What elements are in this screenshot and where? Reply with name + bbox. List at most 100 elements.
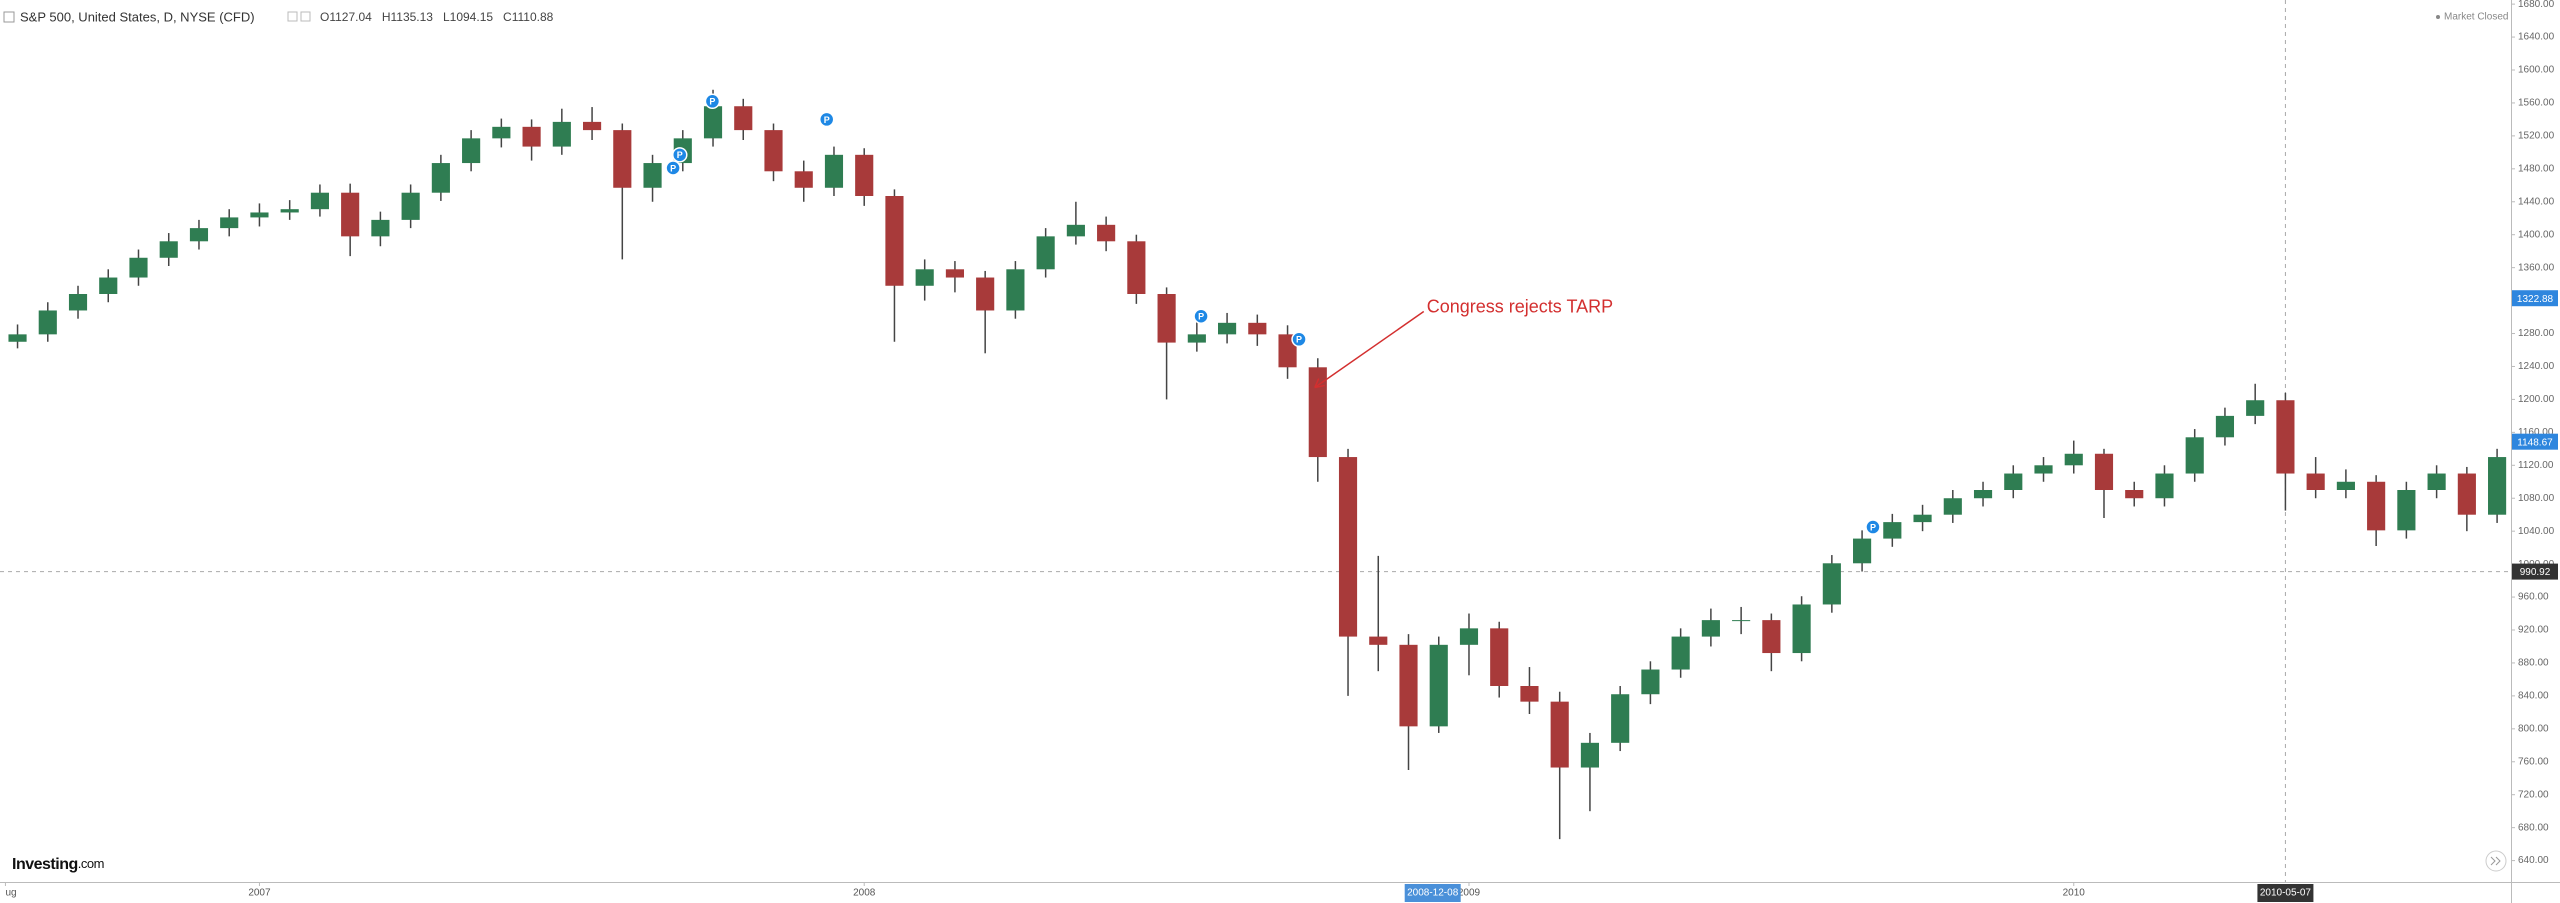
candle-body xyxy=(1943,498,1962,515)
y-tick-label: 680.00 xyxy=(2518,822,2549,833)
candle-body xyxy=(68,294,88,311)
candle-body xyxy=(643,163,662,188)
candle-body xyxy=(462,138,481,164)
scroll-button[interactable] xyxy=(2485,850,2507,872)
event-marker xyxy=(1291,331,1307,348)
candle-body xyxy=(824,154,844,188)
date-tag xyxy=(1404,884,1461,902)
candle-body xyxy=(1822,563,1841,605)
candle-body xyxy=(8,334,27,342)
event-marker xyxy=(818,111,835,128)
event-marker xyxy=(1193,308,1209,324)
price-tag xyxy=(2512,433,2558,450)
candle-body xyxy=(1127,241,1146,294)
candle-body xyxy=(2215,415,2235,438)
settings-icon[interactable] xyxy=(287,11,298,22)
status-dot xyxy=(2436,15,2440,19)
candle-body xyxy=(492,126,511,139)
candle-body xyxy=(2185,437,2204,474)
candle-body xyxy=(1973,490,1993,499)
y-tick-label: 1120.00 xyxy=(2518,460,2554,471)
candle-body xyxy=(431,163,450,193)
y-tick-label: 1200.00 xyxy=(2518,394,2555,405)
candle-body xyxy=(885,196,904,286)
candle-body xyxy=(522,126,541,147)
y-tick-label: 1560.00 xyxy=(2518,98,2555,109)
event-label: P xyxy=(824,115,830,125)
candle-body xyxy=(552,121,571,147)
candle-body xyxy=(310,192,329,210)
x-tick-label: 2010 xyxy=(2063,888,2086,899)
event-marker xyxy=(672,147,688,163)
candle-body xyxy=(129,257,148,278)
y-tick-label: 1360.00 xyxy=(2518,262,2555,273)
market-status: Market Closed xyxy=(2444,12,2508,23)
candle-body xyxy=(280,209,299,213)
candle-body xyxy=(1036,236,1055,270)
candle-body xyxy=(613,130,632,188)
candle-body xyxy=(703,106,723,139)
y-tick-label: 840.00 xyxy=(2518,691,2549,702)
date-tag xyxy=(2257,884,2314,902)
y-tick-label: 640.00 xyxy=(2518,855,2549,866)
candle-body xyxy=(220,217,239,229)
candle-body xyxy=(2125,490,2144,499)
y-tick-label: 920.00 xyxy=(2518,625,2549,636)
collapse-icon[interactable] xyxy=(3,11,15,23)
candle-body xyxy=(976,277,995,311)
candle-body xyxy=(2488,457,2507,515)
candle-body xyxy=(1550,701,1569,768)
candle-body xyxy=(38,310,57,335)
candle-body xyxy=(2397,490,2416,531)
event-marker xyxy=(1865,519,1881,535)
y-tick-label: 960.00 xyxy=(2518,592,2549,603)
event-label: P xyxy=(1296,335,1302,345)
candle-body xyxy=(1399,644,1418,727)
ohlc-value: L1094.15 xyxy=(443,10,493,24)
candle-body xyxy=(2336,481,2355,490)
candle-body xyxy=(1369,636,1388,645)
y-tick-label: 1080.00 xyxy=(2518,493,2555,504)
candle-body xyxy=(189,228,209,242)
y-tick-label: 1240.00 xyxy=(2518,361,2555,372)
event-label: P xyxy=(670,163,676,173)
y-tick-label: 1680.00 xyxy=(2518,0,2555,10)
candle-body xyxy=(915,269,934,286)
candle-body xyxy=(1580,742,1600,768)
candle-body xyxy=(371,219,390,237)
candle-body xyxy=(401,192,420,220)
event-marker xyxy=(704,93,721,110)
brand-name: Investing xyxy=(12,856,78,873)
brand-suffix: .com xyxy=(78,856,104,871)
candle-body xyxy=(1792,604,1811,654)
ohlc-legend: O1127.04 H1135.13 L1094.15 C1110.88 xyxy=(320,10,554,24)
ohlc-value: O1127.04 xyxy=(320,10,372,24)
candle-body xyxy=(1066,224,1085,237)
candle-body xyxy=(945,269,965,278)
candle-body xyxy=(1157,294,1176,343)
candle-body xyxy=(1338,457,1358,637)
y-tick-label: 1440.00 xyxy=(2518,196,2555,207)
candle-body xyxy=(1762,620,1781,654)
candle-body xyxy=(582,121,602,131)
x-tick-label: 2008 xyxy=(853,888,876,899)
candle-body xyxy=(764,130,783,172)
y-tick-label: 1280.00 xyxy=(2518,328,2555,339)
candle-body xyxy=(1187,334,1206,343)
y-tick-label: 1160.00 xyxy=(2518,427,2554,438)
candle-body xyxy=(2367,481,2386,531)
event-label: P xyxy=(709,97,715,107)
candle-body xyxy=(2457,473,2476,515)
y-tick-label: 1600.00 xyxy=(2518,65,2555,76)
y-tick-label: 720.00 xyxy=(2518,789,2549,800)
ohlc-value: H1135.13 xyxy=(382,10,433,24)
x-tick-label: 2009 xyxy=(1458,888,1481,899)
candle-body xyxy=(2064,453,2083,466)
y-tick-label: 800.00 xyxy=(2518,723,2549,734)
candle-body xyxy=(1248,322,1267,335)
close-icon[interactable] xyxy=(300,11,311,22)
candle-body xyxy=(2034,465,2053,474)
candle-body xyxy=(2004,473,2023,490)
event-label: P xyxy=(677,150,683,160)
